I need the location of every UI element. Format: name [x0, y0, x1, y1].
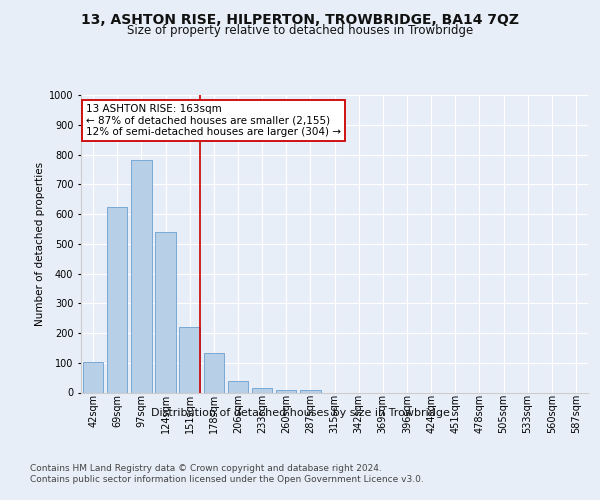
Text: Contains public sector information licensed under the Open Government Licence v3: Contains public sector information licen…	[30, 475, 424, 484]
Y-axis label: Number of detached properties: Number of detached properties	[35, 162, 44, 326]
Bar	[107, 208, 127, 392]
Bar	[203, 353, 224, 393]
Bar	[227, 380, 248, 392]
Text: Contains HM Land Registry data © Crown copyright and database right 2024.: Contains HM Land Registry data © Crown c…	[30, 464, 382, 473]
Bar	[179, 327, 200, 392]
Bar	[276, 390, 296, 392]
Text: 13, ASHTON RISE, HILPERTON, TROWBRIDGE, BA14 7QZ: 13, ASHTON RISE, HILPERTON, TROWBRIDGE, …	[81, 12, 519, 26]
Text: Distribution of detached houses by size in Trowbridge: Distribution of detached houses by size …	[151, 408, 449, 418]
Bar	[155, 232, 176, 392]
Bar	[83, 362, 103, 392]
Bar	[131, 160, 152, 392]
Bar	[300, 390, 320, 392]
Bar	[252, 388, 272, 392]
Text: 13 ASHTON RISE: 163sqm
← 87% of detached houses are smaller (2,155)
12% of semi-: 13 ASHTON RISE: 163sqm ← 87% of detached…	[86, 104, 341, 137]
Text: Size of property relative to detached houses in Trowbridge: Size of property relative to detached ho…	[127, 24, 473, 37]
